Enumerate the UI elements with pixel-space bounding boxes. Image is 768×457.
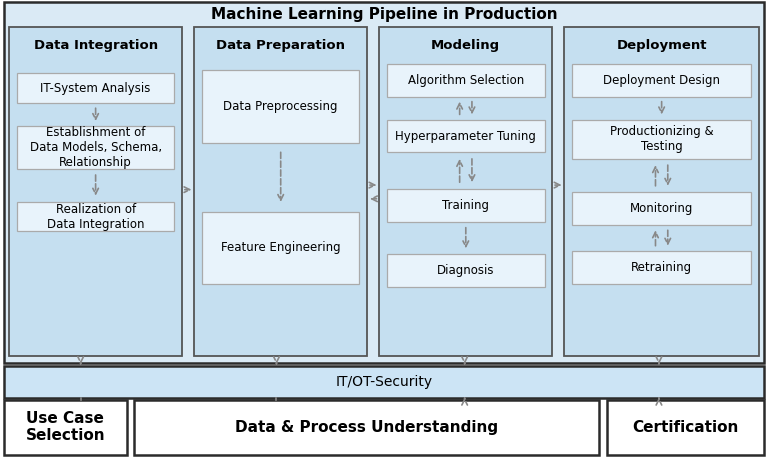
Bar bbox=[4, 2, 764, 363]
Bar bbox=[17, 126, 174, 169]
Bar bbox=[17, 74, 174, 103]
Text: Algorithm Selection: Algorithm Selection bbox=[408, 74, 524, 86]
Bar bbox=[194, 27, 367, 356]
Text: IT-System Analysis: IT-System Analysis bbox=[41, 82, 151, 95]
Bar bbox=[572, 120, 751, 159]
Text: Monitoring: Monitoring bbox=[630, 202, 694, 215]
Bar bbox=[202, 212, 359, 284]
Text: Feature Engineering: Feature Engineering bbox=[221, 241, 340, 255]
Bar bbox=[4, 400, 127, 455]
Text: Diagnosis: Diagnosis bbox=[437, 265, 495, 277]
Text: Training: Training bbox=[442, 199, 489, 212]
Bar bbox=[134, 400, 599, 455]
Bar bbox=[17, 202, 174, 231]
Bar bbox=[379, 27, 552, 356]
Text: Data & Process Understanding: Data & Process Understanding bbox=[235, 420, 498, 435]
Text: Deployment: Deployment bbox=[617, 39, 707, 52]
Text: Productionizing &
Testing: Productionizing & Testing bbox=[610, 125, 713, 153]
Text: Hyperparameter Tuning: Hyperparameter Tuning bbox=[396, 129, 536, 143]
Bar bbox=[202, 70, 359, 143]
Bar bbox=[4, 366, 764, 398]
Text: Certification: Certification bbox=[632, 420, 739, 435]
Bar bbox=[387, 64, 545, 96]
Text: Machine Learning Pipeline in Production: Machine Learning Pipeline in Production bbox=[210, 7, 558, 22]
Text: Realization of
Data Integration: Realization of Data Integration bbox=[47, 202, 144, 231]
Text: Retraining: Retraining bbox=[631, 261, 692, 274]
Bar bbox=[572, 64, 751, 96]
Bar bbox=[564, 27, 759, 356]
Bar bbox=[387, 255, 545, 287]
Bar bbox=[607, 400, 764, 455]
Bar bbox=[572, 192, 751, 225]
Text: Modeling: Modeling bbox=[431, 39, 501, 52]
Text: Establishment of
Data Models, Schema,
Relationship: Establishment of Data Models, Schema, Re… bbox=[29, 126, 162, 169]
Text: Data Preprocessing: Data Preprocessing bbox=[223, 100, 338, 113]
Text: IT/OT-Security: IT/OT-Security bbox=[336, 375, 432, 388]
Bar bbox=[387, 120, 545, 153]
Bar bbox=[387, 189, 545, 222]
Text: Data Integration: Data Integration bbox=[34, 39, 157, 52]
Text: Use Case
Selection: Use Case Selection bbox=[25, 411, 105, 443]
Bar bbox=[9, 27, 182, 356]
Text: Data Preparation: Data Preparation bbox=[217, 39, 345, 52]
Text: Deployment Design: Deployment Design bbox=[603, 74, 720, 86]
Bar bbox=[572, 251, 751, 284]
